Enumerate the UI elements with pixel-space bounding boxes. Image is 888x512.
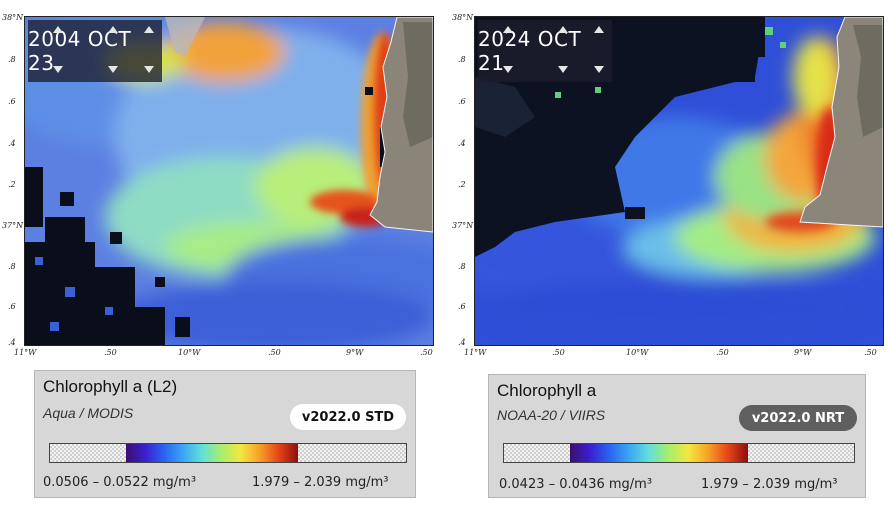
sensor-label: Aqua / MODIS xyxy=(43,405,134,421)
month-up-icon[interactable] xyxy=(108,26,118,33)
colorbar-ramp xyxy=(570,444,748,462)
lon-label: 11°W xyxy=(14,348,37,357)
year-up-icon[interactable] xyxy=(503,26,513,33)
lat-label: .8 xyxy=(8,55,16,64)
lon-label: .50 xyxy=(716,348,729,357)
lat-label: .4 xyxy=(458,139,466,148)
day-up-icon[interactable] xyxy=(144,26,154,33)
lat-label: 37°N xyxy=(452,221,474,230)
lat-label: 38°N xyxy=(2,13,24,22)
lat-label: .2 xyxy=(8,180,16,189)
lon-label: .50 xyxy=(268,348,281,357)
lat-label: .4 xyxy=(458,338,466,347)
lat-label: .6 xyxy=(458,97,466,106)
lat-label: .6 xyxy=(458,302,466,311)
legend-panel-viirs: Chlorophyll a NOAA-20 / VIIRS v2022.0 NR… xyxy=(488,374,866,498)
chlorophyll-map-2004 xyxy=(25,17,433,345)
lat-label: .6 xyxy=(8,97,16,106)
lat-label: .2 xyxy=(458,180,466,189)
lon-label: 9°W xyxy=(794,348,812,357)
day-down-icon[interactable] xyxy=(594,66,604,73)
colorbar xyxy=(49,443,407,463)
lat-label: .4 xyxy=(8,139,16,148)
year-down-icon[interactable] xyxy=(503,66,513,73)
lon-label: 11°W xyxy=(464,348,487,357)
map-panel-2004[interactable] xyxy=(24,16,434,346)
month-down-icon[interactable] xyxy=(558,66,568,73)
year-up-icon[interactable] xyxy=(53,26,63,33)
date-display-2024[interactable]: 2024 OCT 21 xyxy=(478,20,612,82)
max-range-label: 1.979 – 2.039 mg/m³ xyxy=(701,477,838,492)
product-title: Chlorophyll a xyxy=(497,381,597,400)
version-badge[interactable]: v2022.0 STD xyxy=(290,404,406,430)
year-down-icon[interactable] xyxy=(53,66,63,73)
min-range-label: 0.0423 – 0.0436 mg/m³ xyxy=(499,477,653,492)
lon-label: 10°W xyxy=(178,348,201,357)
colorbar xyxy=(503,443,855,463)
lat-label: .6 xyxy=(8,302,16,311)
date-display-2004[interactable]: 2004 OCT 23 xyxy=(28,20,162,82)
lat-label: .4 xyxy=(8,338,16,347)
day-up-icon[interactable] xyxy=(594,26,604,33)
lat-label: 37°N xyxy=(2,221,24,230)
lat-label: .8 xyxy=(458,55,466,64)
lat-label: 38°N xyxy=(452,13,474,22)
lon-label: 9°W xyxy=(346,348,364,357)
lon-label: .50 xyxy=(552,348,565,357)
legend-panel-modis: Chlorophyll a (L2) Aqua / MODIS v2022.0 … xyxy=(34,370,416,498)
lon-label: .50 xyxy=(864,348,877,357)
month-down-icon[interactable] xyxy=(108,66,118,73)
product-title: Chlorophyll a (L2) xyxy=(43,377,178,396)
lon-label: .50 xyxy=(104,348,117,357)
max-range-label: 1.979 – 2.039 mg/m³ xyxy=(252,475,389,490)
lon-label: 10°W xyxy=(626,348,649,357)
colorbar-ramp xyxy=(126,444,298,462)
lon-label: .50 xyxy=(420,348,433,357)
sensor-label: NOAA-20 / VIIRS xyxy=(497,407,606,423)
min-range-label: 0.0506 – 0.0522 mg/m³ xyxy=(43,475,197,490)
version-badge[interactable]: v2022.0 NRT xyxy=(739,405,857,431)
lat-label: .8 xyxy=(8,262,16,271)
month-up-icon[interactable] xyxy=(558,26,568,33)
lat-label: .8 xyxy=(458,262,466,271)
day-down-icon[interactable] xyxy=(144,66,154,73)
